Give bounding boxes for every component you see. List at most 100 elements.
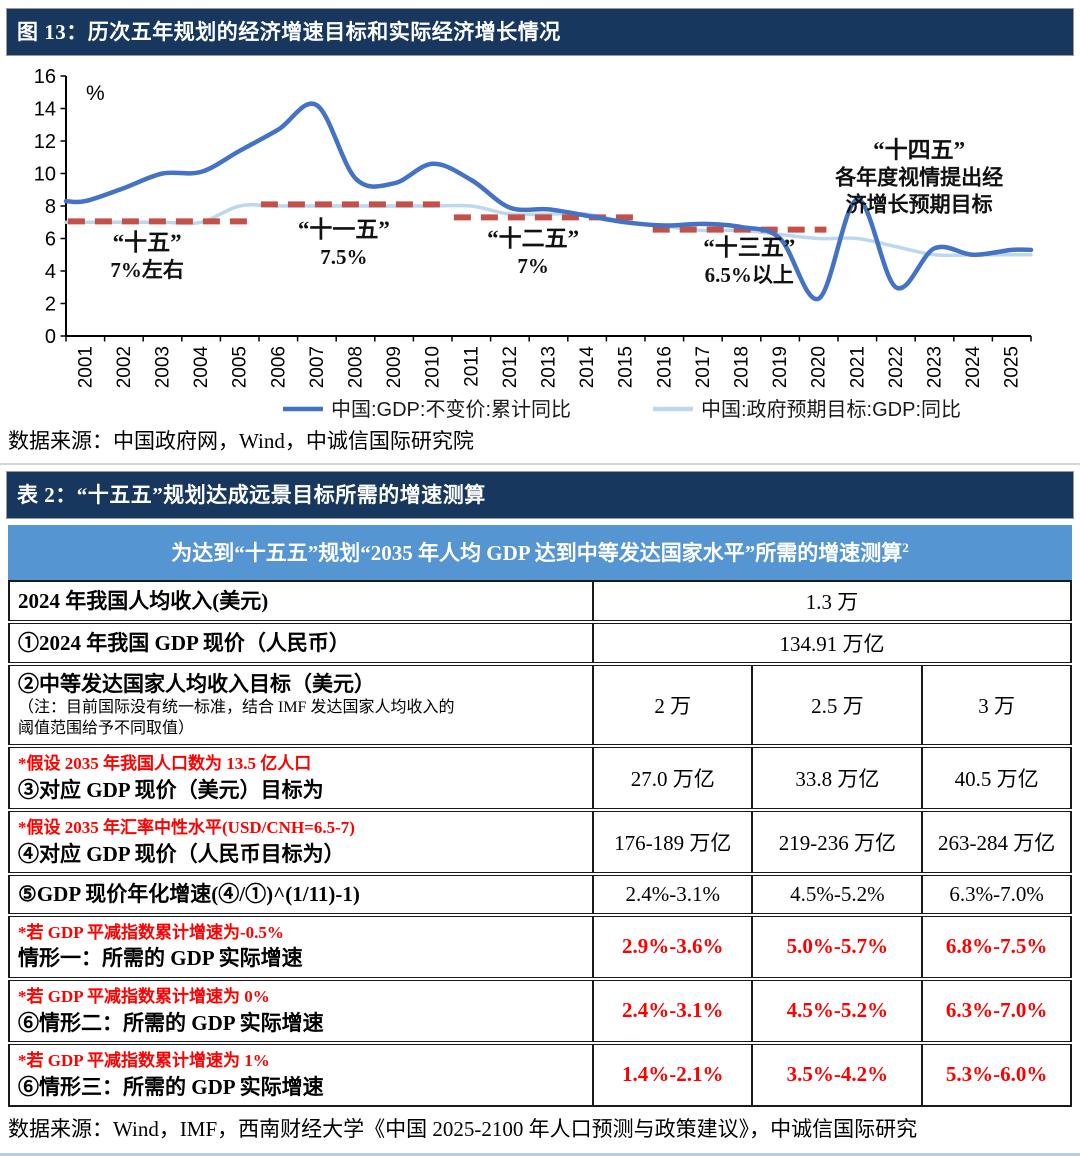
research-report-page: 图 13：历次五年规划的经济增速目标和实际经济增长情况 0 2 4 6 8 10 12 14 1… (0, 8, 1080, 1156)
value-cell: 2.4%-3.1% (592, 978, 753, 1045)
value-cell: 2.5 万 (751, 664, 923, 748)
x-axis-label: 2015 (616, 346, 637, 388)
section-divider (0, 463, 1080, 465)
actual-line-path (63, 101, 1034, 302)
x-axis-label: 2004 (191, 346, 212, 389)
value-cell: 1.3 万 (592, 581, 1071, 624)
table-row: ①2024 年我国 GDP 现价（人民币） 134.91 万亿 (9, 622, 1071, 666)
row-label-line: 2024 年我国人均收入(美元) (18, 588, 269, 613)
value-cell: 5.0%-5.7% (751, 914, 923, 981)
value-cell: 1.4%-2.1% (592, 1042, 753, 1107)
row-label-line: 阈值范围给予不同取值） (18, 720, 195, 738)
table-row: *若 GDP 平减指数累计增速为 1% ⑥情形三：所需的 GDP 实际增速 1.4%… (9, 1042, 1071, 1107)
value-cell: 176-189 万亿 (592, 810, 753, 877)
plan-annotation-line: 各年度视情提出经 (834, 165, 1003, 189)
y-axis-label: 8 (45, 196, 56, 218)
banner-text: 为达到“十五五”规划“2035 年人均 GDP 达到中等发达国家水平”所需的增速… (171, 541, 903, 565)
row-label-cell: ⑤GDP 现价年化增速(④/①)^(1/11)-1) (9, 874, 594, 917)
plan-annotation-line: “十一五” (298, 217, 390, 242)
row-label-line: ⑥情形三：所需的 GDP 实际增速 (18, 1074, 324, 1099)
value-cell: 40.5 万亿 (921, 745, 1071, 813)
x-axis-label: 2020 (809, 346, 830, 388)
x-axis-label: 2014 (577, 346, 598, 389)
plan-annotation-line: “十四五” (873, 137, 965, 162)
x-axis-label: 2006 (268, 346, 289, 388)
x-axis-label: 2013 (539, 346, 560, 388)
value-cell: 27.0 万亿 (592, 745, 753, 813)
figure-source: 数据来源：中国政府网，Wind，中诚信国际研究院 (8, 429, 474, 453)
plan-annotation-line: “十二五” (487, 226, 579, 251)
row-label-line: *假设 2035 年我国人口数为 13.5 亿人口 (18, 753, 312, 773)
row-label-line: *若 GDP 平减指数累计增速为 0% (18, 986, 270, 1006)
table-title-bar: 表 2：“十五五”规划达成远景目标所需的增速测算 (6, 471, 1074, 519)
plan-annotation-line: 7% (517, 254, 549, 278)
y-axis-label: 12 (34, 131, 56, 153)
value-cell: 134.91 万亿 (592, 622, 1071, 666)
row-label-line: （注：目前国际没有统一标准，结合 IMF 发达国家人均收入的 (18, 699, 455, 717)
plan-annotation-line: 7.5% (320, 245, 367, 269)
row-label-cell: *若 GDP 平减指数累计增速为 1% ⑥情形三：所需的 GDP 实际增速 (9, 1042, 594, 1107)
row-label-line: ⑥情形二：所需的 GDP 实际增速 (18, 1010, 324, 1035)
value-cell: 2 万 (592, 664, 753, 748)
table-row: ⑤GDP 现价年化增速(④/①)^(1/11)-1) 2.4%-3.1% 4.5%-… (9, 874, 1071, 917)
value-cell: 3 万 (921, 664, 1071, 748)
y-axis-label: 10 (34, 164, 56, 186)
value-cell: 33.8 万亿 (751, 745, 923, 813)
plan-annotation-line: “十三五” (703, 235, 795, 260)
table-row: *若 GDP 平减指数累计增速为 0% ⑥情形二：所需的 GDP 实际增速 2.4%… (9, 978, 1071, 1045)
y-unit-label: % (86, 82, 105, 105)
table-source: 数据来源：Wind，IMF，西南财经大学《中国 2025-2100 年人口预测与… (8, 1116, 918, 1141)
value-cell: 2.4%-3.1% (592, 874, 753, 917)
value-cell: 263-284 万亿 (921, 810, 1071, 877)
row-label-cell: ②中等发达国家人均收入目标（美元） （注：目前国际没有统一标准，结合 IMF 发达… (9, 664, 594, 748)
value-cell: 6.3%-7.0% (921, 978, 1071, 1045)
row-label-line: ④对应 GDP 现价（人民币目标为） (18, 841, 345, 866)
plan-annotation-line: 济增长预期目标 (846, 192, 993, 216)
value-cell: 219-236 万亿 (751, 810, 923, 877)
x-axis-label: 2022 (886, 346, 907, 388)
value-cell: 2.9%-3.6% (592, 914, 753, 981)
plan-annotation-line: 7%左右 (110, 258, 184, 282)
row-label-cell: *假设 2035 年我国人口数为 13.5 亿人口 ③对应 GDP 现价（美元）目… (9, 745, 594, 813)
x-axis-label: 2019 (770, 346, 791, 388)
x-axis-label: 2021 (847, 346, 868, 388)
growth-calculation-table: 2024 年我国人均收入(美元) 1.3 万 ①2024 年我国 GDP 现价（人民… (8, 580, 1072, 1107)
value-cell: 3.5%-4.2% (751, 1042, 923, 1107)
table-title: 表 2：“十五五”规划达成远景目标所需的增速测算 (17, 483, 486, 507)
row-label-line: *假设 2035 年汇率中性水平(USD/CNH=6.5-7) (18, 818, 355, 838)
x-axis-label: 2007 (307, 346, 328, 388)
x-axis-label: 2009 (384, 346, 405, 388)
x-axis-label: 2023 (925, 346, 946, 388)
x-axis-label: 2010 (423, 346, 444, 388)
x-axis-label: 2005 (230, 346, 251, 388)
x-axis-label: 2024 (963, 346, 984, 389)
row-label-line: ②中等发达国家人均收入目标（美元） (18, 672, 375, 696)
figure-title-bar: 图 13：历次五年规划的经济增速目标和实际经济增长情况 (6, 8, 1074, 56)
row-label-cell: *若 GDP 平减指数累计增速为 0% ⑥情形二：所需的 GDP 实际增速 (9, 978, 594, 1045)
row-label-cell: ①2024 年我国 GDP 现价（人民币） (9, 622, 594, 666)
x-axis-label: 2008 (346, 346, 367, 388)
value-cell: 6.8%-7.5% (921, 914, 1071, 981)
legend-label-1: 中国:政府预期目标:GDP:同比 (701, 398, 961, 421)
row-label-line: ⑤GDP 现价年化增速(④/①)^(1/11)-1) (18, 882, 360, 907)
value-cell: 4.5%-5.2% (751, 874, 923, 917)
plan-annotation-line: “十五” (113, 230, 182, 255)
table-banner: 为达到“十五五”规划“2035 年人均 GDP 达到中等发达国家水平”所需的增速… (8, 525, 1072, 580)
value-cell: 4.5%-5.2% (751, 978, 923, 1045)
x-axis-label: 2016 (654, 346, 675, 388)
row-label-line: *若 GDP 平减指数累计增速为 1% (18, 1050, 270, 1070)
row-label-line: 情形一：所需的 GDP 实际增速 (18, 946, 303, 971)
x-axis-label: 2001 (75, 346, 96, 388)
banner-superscript: 2 (902, 540, 909, 555)
row-label-line: ③对应 GDP 现价（美元）目标为 (18, 777, 324, 802)
x-axis-label: 2002 (114, 346, 135, 388)
x-axis-label: 2025 (1002, 346, 1023, 388)
value-cell: 6.3%-7.0% (921, 874, 1071, 917)
y-axis-label: 14 (34, 99, 56, 121)
x-axis-label: 2011 (461, 346, 482, 387)
row-label-cell: 2024 年我国人均收入(美元) (9, 581, 594, 624)
x-axis-label: 2003 (153, 346, 174, 388)
y-axis-label: 16 (34, 66, 56, 88)
table-row: *假设 2035 年汇率中性水平(USD/CNH=6.5-7) ④对应 GDP 现… (9, 810, 1071, 877)
gdp-growth-line-chart: 0 2 4 6 8 10 12 14 16% 2001 2002 2003 2004 2005 2006 20… (34, 66, 1034, 421)
